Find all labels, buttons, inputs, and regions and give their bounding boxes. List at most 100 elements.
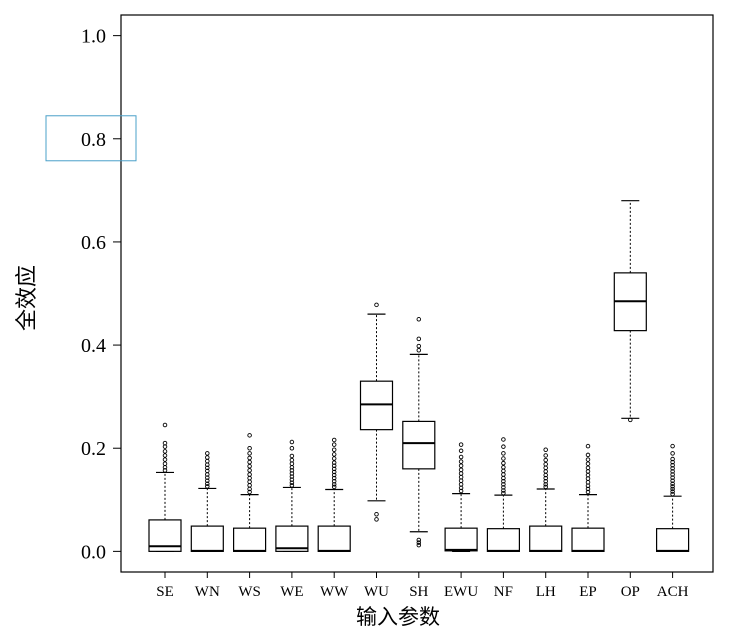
outlier-point bbox=[458, 471, 464, 476]
box-se bbox=[148, 422, 182, 552]
outlier-point bbox=[331, 452, 337, 457]
box-ww bbox=[317, 437, 351, 552]
outlier-point bbox=[247, 433, 252, 438]
outlier-point bbox=[501, 460, 506, 466]
iqr-box bbox=[275, 525, 309, 552]
outlier-point bbox=[585, 472, 591, 478]
outlier-point bbox=[162, 461, 168, 466]
x-tick-label: SH bbox=[409, 584, 428, 600]
outlier-point bbox=[585, 461, 591, 466]
iqr-box bbox=[233, 527, 267, 552]
box-ach bbox=[655, 443, 690, 552]
box-ewu bbox=[444, 442, 478, 552]
x-tick-label: EP bbox=[579, 584, 597, 600]
outlier-point bbox=[501, 465, 506, 470]
outlier-point bbox=[585, 443, 591, 449]
x-tick-label: EWU bbox=[444, 584, 478, 600]
outlier-point bbox=[162, 449, 168, 454]
outlier-point bbox=[458, 442, 464, 447]
outlier-point bbox=[501, 437, 506, 442]
outlier-point bbox=[543, 465, 548, 471]
outlier-point bbox=[585, 457, 591, 462]
outlier-point bbox=[374, 302, 379, 308]
outlier-point bbox=[670, 459, 675, 465]
x-tick-label: WU bbox=[364, 584, 389, 600]
iqr-box bbox=[486, 528, 520, 552]
outlier-point bbox=[670, 489, 675, 494]
iqr-box bbox=[359, 380, 394, 431]
y-tick-label: 0.2 bbox=[81, 438, 106, 460]
outlier-point bbox=[162, 453, 168, 458]
box-ws bbox=[233, 433, 267, 552]
outlier-point bbox=[585, 486, 591, 492]
outlier-point bbox=[162, 422, 168, 428]
outlier-point bbox=[205, 455, 210, 460]
outlier-point bbox=[543, 482, 548, 487]
x-axis: SE WN WS WE WW WU SH EWU NF LH EP OP ACH bbox=[156, 571, 689, 600]
outlier-point bbox=[205, 481, 210, 487]
outlier-point bbox=[501, 482, 506, 487]
box-sh bbox=[402, 317, 436, 548]
outlier-point bbox=[289, 445, 295, 451]
outlier-point bbox=[331, 437, 337, 443]
iqr-box bbox=[190, 525, 224, 552]
box-wn bbox=[190, 451, 224, 552]
box-op bbox=[613, 200, 647, 423]
outlier-point bbox=[585, 480, 591, 485]
x-tick-label: OP bbox=[621, 584, 640, 600]
outlier-point bbox=[162, 444, 168, 449]
outlier-point bbox=[585, 489, 591, 495]
outlier-point bbox=[331, 475, 337, 481]
outlier-point bbox=[501, 468, 506, 474]
outlier-point bbox=[543, 461, 548, 467]
outlier-point bbox=[416, 347, 422, 353]
y-tick-label: 0.0 bbox=[81, 541, 106, 563]
box-series bbox=[148, 200, 690, 552]
outlier-point bbox=[501, 478, 506, 484]
outlier-point bbox=[501, 451, 506, 456]
outlier-point bbox=[162, 440, 168, 446]
outlier-point bbox=[205, 475, 210, 480]
box-nf bbox=[486, 437, 520, 552]
outlier-point bbox=[585, 476, 591, 481]
outlier-point bbox=[289, 461, 295, 466]
outlier-point bbox=[247, 479, 252, 484]
outlier-point bbox=[331, 463, 337, 469]
outlier-point bbox=[205, 484, 210, 489]
outlier-point bbox=[670, 451, 675, 456]
outlier-point bbox=[458, 474, 464, 480]
outlier-point bbox=[331, 482, 337, 487]
box-ep bbox=[571, 443, 605, 552]
iqr-box bbox=[655, 528, 690, 552]
x-tick-label: WE bbox=[280, 584, 303, 600]
outlier-point bbox=[670, 472, 675, 477]
outlier-point bbox=[247, 459, 252, 465]
outlier-point bbox=[289, 477, 295, 482]
outlier-point bbox=[543, 453, 548, 458]
outlier-point bbox=[331, 484, 337, 490]
outlier-point bbox=[543, 469, 548, 474]
box-we bbox=[275, 439, 309, 552]
outlier-point bbox=[543, 475, 548, 481]
outlier-point bbox=[458, 459, 464, 464]
outlier-point bbox=[501, 485, 506, 490]
outlier-point bbox=[585, 452, 591, 458]
outlier-point bbox=[458, 448, 464, 454]
x-tick-label: LH bbox=[536, 584, 556, 600]
x-tick-label: NF bbox=[494, 584, 513, 600]
outlier-point bbox=[501, 490, 506, 496]
x-tick-label: WN bbox=[195, 584, 220, 600]
outlier-point bbox=[247, 445, 252, 451]
outlier-point bbox=[374, 517, 379, 522]
outlier-point bbox=[162, 457, 168, 462]
box-wu bbox=[359, 302, 394, 522]
outlier-point bbox=[670, 456, 675, 462]
x-tick-label: ACH bbox=[657, 584, 689, 600]
outlier-point bbox=[289, 483, 295, 488]
outlier-point bbox=[162, 468, 168, 473]
outlier-point bbox=[416, 537, 422, 543]
outlier-point bbox=[543, 447, 548, 453]
outlier-point bbox=[331, 472, 337, 478]
outlier-point bbox=[416, 317, 422, 322]
y-axis-title: 全效应 bbox=[14, 265, 39, 331]
